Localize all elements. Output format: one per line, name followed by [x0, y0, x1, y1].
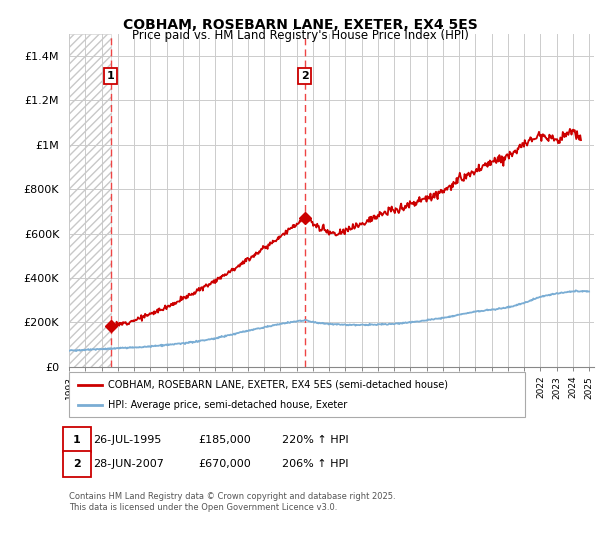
Text: Contains HM Land Registry data © Crown copyright and database right 2025.
This d: Contains HM Land Registry data © Crown c…: [69, 492, 395, 512]
Text: 206% ↑ HPI: 206% ↑ HPI: [282, 459, 349, 469]
Text: COBHAM, ROSEBARN LANE, EXETER, EX4 5ES (semi-detached house): COBHAM, ROSEBARN LANE, EXETER, EX4 5ES (…: [108, 380, 448, 390]
Text: 2: 2: [73, 459, 80, 469]
Text: COBHAM, ROSEBARN LANE, EXETER, EX4 5ES: COBHAM, ROSEBARN LANE, EXETER, EX4 5ES: [122, 18, 478, 32]
Text: 1: 1: [107, 71, 115, 81]
Text: £185,000: £185,000: [198, 435, 251, 445]
Text: HPI: Average price, semi-detached house, Exeter: HPI: Average price, semi-detached house,…: [108, 400, 347, 410]
Text: 28-JUN-2007: 28-JUN-2007: [93, 459, 164, 469]
Text: 1: 1: [73, 435, 80, 445]
Text: 2: 2: [301, 71, 308, 81]
Text: £670,000: £670,000: [198, 459, 251, 469]
Text: Price paid vs. HM Land Registry's House Price Index (HPI): Price paid vs. HM Land Registry's House …: [131, 29, 469, 42]
Text: 26-JUL-1995: 26-JUL-1995: [93, 435, 161, 445]
Text: 220% ↑ HPI: 220% ↑ HPI: [282, 435, 349, 445]
